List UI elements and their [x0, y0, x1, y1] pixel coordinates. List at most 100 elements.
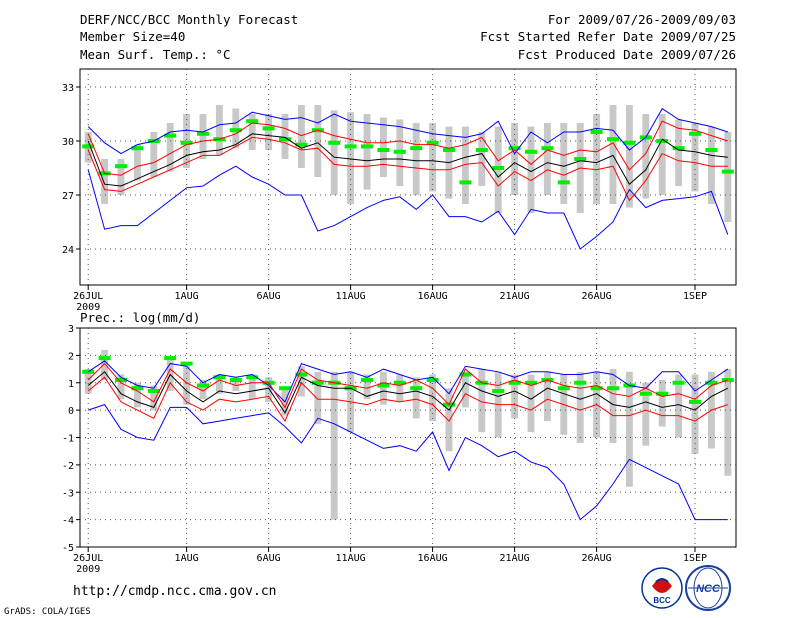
- temperature-spread-bar: [527, 126, 535, 213]
- precipitation-spread-bar: [215, 374, 223, 394]
- precipitation-spread-bar: [150, 385, 158, 411]
- temperature-observed-point: [426, 140, 439, 145]
- temperature-x-year-label: 2009: [76, 302, 100, 313]
- temperature-spread-bar: [412, 123, 420, 195]
- precipitation-observed-point: [180, 361, 193, 366]
- precipitation-spread-bar: [84, 369, 92, 394]
- figure-title: DERF/NCC/BCC Monthly Forecast: [80, 12, 298, 27]
- precipitation-spread-bar: [133, 382, 141, 408]
- precipitation-x-tick-label: 16AUG: [418, 553, 448, 564]
- bcc-logo-text: BCC: [653, 596, 671, 605]
- precipitation-spread-bar: [396, 374, 404, 402]
- precipitation-spread-bar: [232, 377, 240, 391]
- temperature-observed-point: [229, 128, 242, 133]
- precipitation-plot-frame: [79, 327, 737, 548]
- forecast-produced-label: Fcst Produced Date 2009/07/26: [518, 47, 736, 62]
- temperature-upper-line: [87, 120, 728, 176]
- temperature-spread-bar: [560, 123, 568, 204]
- precipitation-observed-point: [607, 386, 619, 391]
- precipitation-spread-bar: [363, 374, 371, 400]
- temperature-observed-point: [279, 137, 291, 142]
- precipitation-observed-point: [131, 386, 144, 391]
- temperature-spread-bar: [609, 105, 617, 204]
- precipitation-spread-bar: [691, 374, 699, 454]
- forecast-started-label: Fcst Started Refer Date 2009/07/25: [480, 29, 736, 44]
- temperature-observed-point: [328, 140, 341, 145]
- temperature-spread-bar: [724, 132, 732, 222]
- temperature-observed-point: [115, 164, 127, 169]
- temperature-spread-bar: [166, 123, 174, 172]
- temperature-observed-point: [721, 169, 734, 174]
- temperature-spread-bar: [150, 132, 158, 177]
- precipitation-observed-point: [213, 375, 226, 380]
- precipitation-spread-bar: [675, 374, 683, 438]
- precipitation-spread-bar: [101, 349, 109, 381]
- temperature-x-tick-label: 11AUG: [336, 291, 366, 302]
- precipitation-x-tick-label: 26AUG: [582, 553, 612, 564]
- temperature-observed-point: [705, 148, 718, 152]
- precipitation-y-tick-label: 2: [68, 351, 74, 362]
- temperature-spread-bar: [461, 126, 469, 204]
- temperature-observed-point: [557, 180, 570, 185]
- temperature-x-tick-label: 21AUG: [500, 291, 530, 302]
- precipitation-observed-point: [295, 372, 308, 377]
- temperature-lower-line: [87, 136, 728, 202]
- bcc-logo-swirl-icon: [652, 579, 672, 593]
- temperature-spread-bar: [199, 114, 207, 159]
- precipitation-panel: -5 -4 -3 -2 -1 0 1 2 3 26JUL 1AUG 6AUG 11AUG 16AUG 21…: [62, 324, 737, 575]
- temperature-observed-point: [508, 146, 521, 151]
- precipitation-spread-bar: [297, 366, 305, 397]
- precipitation-observed-point: [98, 356, 111, 361]
- precipitation-spread-bar: [642, 382, 650, 446]
- precipitation-y-tick-label: 3: [68, 324, 74, 335]
- precipitation-observed-point: [115, 378, 127, 383]
- precipitation-observed-point: [557, 386, 570, 391]
- temperature-x-tick-label: 1AUG: [175, 291, 199, 302]
- precipitation-x-tick-label: 1AUG: [175, 553, 199, 564]
- precipitation-observed-point: [229, 378, 242, 383]
- precipitation-spread-bar: [412, 377, 420, 419]
- temperature-mean-line: [87, 133, 728, 187]
- temperature-spread-bar: [297, 105, 305, 168]
- member-size-label: Member Size=40: [80, 29, 185, 44]
- precipitation-x-year-label: 2009: [76, 564, 100, 575]
- forecast-period-label: For 2009/07/26-2009/09/03: [548, 12, 736, 27]
- precipitation-observed-point: [639, 391, 652, 396]
- temperature-y-tick-label: 33: [62, 83, 74, 94]
- precipitation-observed-point: [197, 383, 209, 388]
- precipitation-spread-bar: [429, 374, 437, 422]
- temperature-observed-point: [574, 157, 587, 161]
- precipitation-variable-label: Prec.: log(mm/d): [80, 310, 200, 325]
- grads-credit: GrADS: COLA/IGES: [4, 607, 91, 617]
- precipitation-spread-bar: [527, 374, 535, 433]
- precipitation-mean-line: [87, 371, 729, 414]
- temperature-y-axis: 24 27 30 33: [62, 83, 80, 256]
- precipitation-marks: [80, 328, 736, 547]
- precipitation-observed-point: [311, 380, 324, 385]
- precipitation-observed-point: [147, 388, 160, 393]
- temperature-x-axis: 26JUL 1AUG 6AUG 11AUG 16AUG 21AUG 26AUG 1SEP 200…: [73, 285, 707, 313]
- temperature-observed-point: [344, 144, 357, 149]
- precipitation-observed-point: [508, 380, 521, 385]
- temperature-spread-bar: [133, 144, 141, 181]
- precipitation-observed-point: [656, 391, 669, 396]
- precipitation-x-tick-label: 6AUG: [257, 553, 281, 564]
- temperature-spread-bar: [101, 159, 109, 204]
- ncc-logo-text: NCC: [696, 583, 721, 595]
- temperature-spread-bar: [478, 132, 486, 186]
- precipitation-max-line: [87, 360, 729, 403]
- precipitation-observed-point: [459, 372, 472, 377]
- website-url[interactable]: http://cmdp.ncc.cma.gov.cn: [73, 584, 277, 599]
- temperature-y-tick-label: 27: [62, 191, 74, 202]
- precipitation-spread-bar: [199, 380, 207, 400]
- precipitation-spread-bar: [379, 371, 387, 405]
- precipitation-spread-bar: [330, 371, 338, 520]
- temperature-spread-bar: [363, 114, 371, 190]
- temperature-observed-point: [656, 139, 669, 143]
- precipitation-x-tick-label: 21AUG: [500, 553, 530, 564]
- temperature-max-line: [87, 107, 728, 155]
- temperature-observed-point: [689, 131, 701, 136]
- temperature-x-tick-label: 1SEP: [683, 291, 707, 302]
- precipitation-spread-bar: [658, 380, 666, 427]
